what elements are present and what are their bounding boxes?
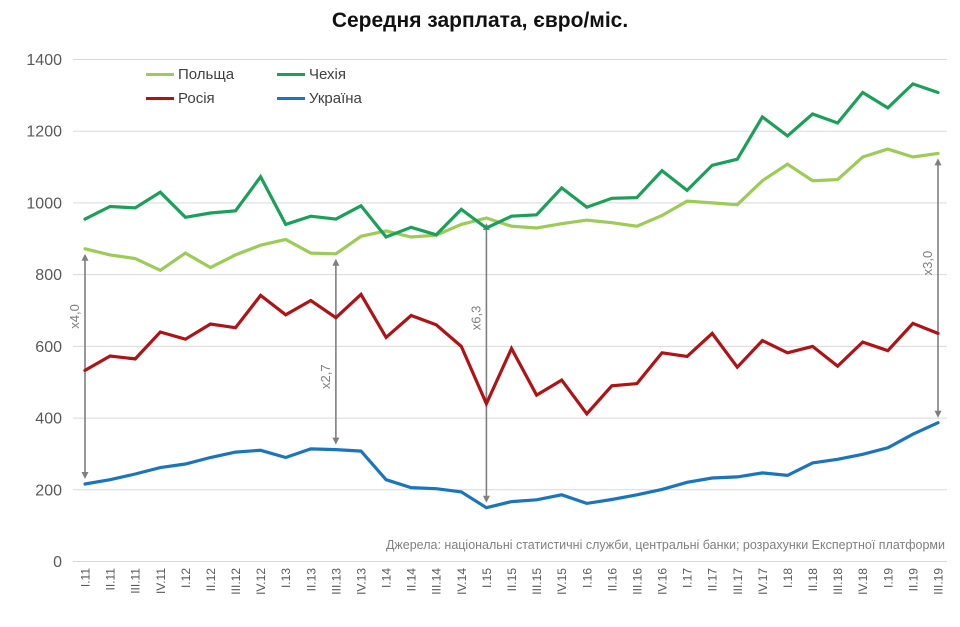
x-axis-labels: I.11 II.11 III.11 IV.11 I.12 II.12 III.12 IV.12… — [79, 568, 946, 595]
y-axis-tick-label: 1000 — [26, 195, 62, 212]
x-axis-tick-label: III.17 — [731, 568, 745, 595]
source-note: Джерела: національні статистичні служби,… — [385, 538, 945, 552]
x-axis-tick-label: III.18 — [831, 568, 845, 595]
x-axis-tick-label: II.19 — [906, 568, 920, 592]
legend-label-ukraine: Україна — [309, 90, 362, 107]
y-axis-tick-label: 1200 — [26, 124, 62, 141]
series-line-ukraine — [83, 421, 940, 510]
x-axis-tick-label: I.18 — [781, 568, 795, 588]
annotations: x4,0 x2,7 x6,3 x3,0 — [67, 158, 942, 503]
arrow-up-icon — [934, 158, 942, 166]
ratio-annotation-label: x3,0 — [920, 251, 935, 276]
gridlines — [73, 59, 947, 562]
ratio-annotation-label: x6,3 — [468, 306, 483, 331]
x-axis-tick-label: III.16 — [630, 568, 644, 595]
x-axis-tick-label: I.15 — [480, 568, 494, 588]
legend-item-czech: Чехія — [277, 66, 362, 83]
series-lines — [83, 82, 940, 510]
x-axis-tick-label: IV.11 — [154, 568, 168, 594]
x-axis-tick-label: II.12 — [204, 568, 218, 592]
x-axis-tick-label: I.12 — [179, 568, 193, 588]
ratio-annotation-label: x2,7 — [318, 364, 333, 389]
legend-label-poland: Польща — [178, 66, 235, 83]
x-axis-tick-label: II.11 — [104, 568, 118, 591]
x-axis-tick-label: IV.16 — [656, 568, 670, 595]
legend-swatch-czech — [277, 72, 305, 77]
x-axis-tick-label: II.15 — [505, 568, 519, 592]
ratio-annotation-label: x4,0 — [67, 304, 82, 329]
x-axis-tick-label: I.11 — [79, 568, 93, 587]
x-axis-tick-label: III.12 — [229, 568, 243, 595]
y-axis-tick-label: 600 — [35, 339, 62, 356]
legend-swatch-ukraine — [277, 96, 305, 101]
arrow-up-icon — [332, 258, 340, 266]
x-axis-tick-label: II.18 — [806, 568, 820, 592]
y-axis-tick-label: 1400 — [26, 52, 62, 69]
ratio-annotation: x4,0 — [67, 253, 89, 479]
x-axis-tick-label: III.11 — [129, 568, 143, 594]
x-axis-tick-label: I.13 — [279, 568, 293, 588]
legend-item-poland: Польща — [146, 66, 277, 83]
legend-item-ukraine: Україна — [277, 90, 362, 107]
legend-item-russia: Росія — [146, 90, 277, 107]
x-axis-tick-label: IV.12 — [254, 568, 268, 595]
series-line-poland — [83, 147, 940, 273]
x-axis-tick-label: II.17 — [706, 568, 720, 592]
x-axis-tick-label: IV.18 — [856, 568, 870, 595]
legend-swatch-russia — [146, 96, 174, 101]
x-axis-tick-label: IV.17 — [756, 568, 770, 595]
x-axis-tick-label: III.19 — [932, 568, 946, 595]
ratio-annotation: x3,0 — [920, 158, 942, 418]
x-axis-tick-label: I.16 — [580, 568, 594, 588]
x-axis-tick-label: IV.13 — [355, 568, 369, 595]
arrow-up-icon — [81, 253, 89, 261]
series-line-russia — [83, 291, 940, 417]
x-axis-tick-label: I.14 — [380, 568, 394, 588]
ratio-annotation: x2,7 — [318, 258, 340, 445]
arrow-down-icon — [332, 437, 340, 445]
x-axis-tick-label: I.19 — [881, 568, 895, 588]
legend-swatch-poland — [146, 72, 174, 77]
arrow-down-icon — [934, 410, 942, 418]
x-axis-tick-label: IV.15 — [555, 568, 569, 595]
y-axis-tick-label: 800 — [35, 267, 62, 284]
chart-title: Середня зарплата, євро/міс. — [331, 9, 629, 32]
x-axis-tick-label: IV.14 — [455, 568, 469, 595]
series-line-czech — [83, 82, 940, 239]
x-axis-tick-label: III.14 — [430, 568, 444, 595]
legend-label-czech: Чехія — [309, 66, 346, 83]
x-axis-tick-label: I.17 — [681, 568, 695, 588]
x-axis-tick-label: II.14 — [405, 568, 419, 592]
y-axis-tick-label: 0 — [53, 554, 62, 571]
legend-label-russia: Росія — [178, 90, 215, 107]
x-axis-tick-label: II.13 — [304, 568, 318, 592]
arrow-down-icon — [482, 495, 490, 503]
y-axis-tick-label: 200 — [35, 482, 62, 499]
x-axis-tick-label: III.13 — [329, 568, 343, 595]
y-axis-labels: 0 200 400 600 800 1000 1200 1400 — [26, 52, 62, 571]
ratio-annotation: x6,3 — [468, 223, 490, 503]
arrow-down-icon — [81, 472, 89, 479]
legend: Польща Чехія Росія Україна — [146, 66, 362, 107]
x-axis-tick-label: III.15 — [530, 568, 544, 595]
y-axis-tick-label: 400 — [35, 411, 62, 428]
x-axis-tick-label: II.16 — [605, 568, 619, 592]
